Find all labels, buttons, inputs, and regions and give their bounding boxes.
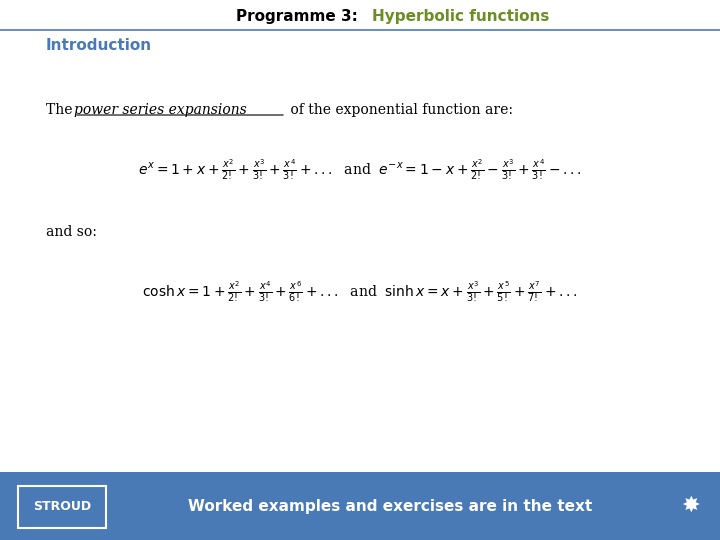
Text: STROUD: STROUD [33,500,91,512]
Text: Worked examples and exercises are in the text: Worked examples and exercises are in the… [188,498,592,514]
Text: and so:: and so: [46,225,97,239]
Text: power series expansions: power series expansions [74,103,247,117]
FancyBboxPatch shape [18,486,106,528]
Text: of the exponential function are:: of the exponential function are: [286,103,513,117]
Text: Introduction: Introduction [46,38,152,53]
Text: ✸: ✸ [680,496,699,516]
Text: Hyperbolic functions: Hyperbolic functions [372,10,549,24]
Text: $\cosh x=1+\frac{x^2}{2!}+\frac{x^4}{3!}+\frac{x^6}{6!}+...$  and  $\sinh x=x+\f: $\cosh x=1+\frac{x^2}{2!}+\frac{x^4}{3!}… [143,280,577,304]
Text: $e^{x}=1+x+\frac{x^2}{2!}+\frac{x^3}{3!}+\frac{x^4}{3!}+...$  and  $e^{-x}=1-x+\: $e^{x}=1+x+\frac{x^2}{2!}+\frac{x^3}{3!}… [138,158,582,182]
Bar [0,472,720,540]
Text: The: The [46,103,77,117]
Text: Programme 3:: Programme 3: [235,10,368,24]
